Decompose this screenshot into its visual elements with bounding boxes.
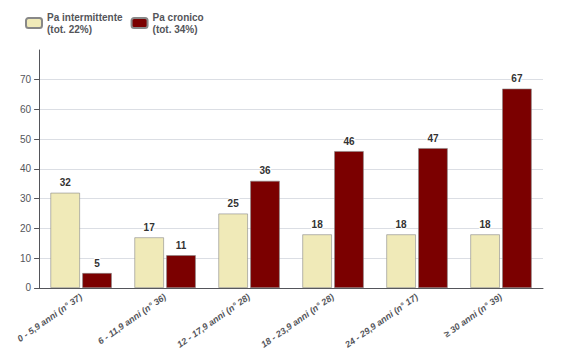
svg-text:36: 36 [259, 165, 271, 176]
svg-text:0: 0 [26, 282, 32, 293]
svg-text:30: 30 [20, 193, 32, 204]
svg-text:≥ 30 anni (n° 39): ≥ 30 anni (n° 39) [442, 292, 504, 340]
svg-text:10: 10 [20, 253, 32, 264]
svg-text:67: 67 [511, 73, 523, 84]
svg-text:12 - 17,9 anni (n° 28): 12 - 17,9 anni (n° 28) [175, 292, 252, 350]
svg-text:(tot. 34%): (tot. 34%) [153, 24, 198, 35]
svg-text:24 - 29,9 anni (n° 17): 24 - 29,9 anni (n° 17) [342, 292, 420, 350]
svg-text:25: 25 [228, 198, 240, 209]
svg-text:18: 18 [396, 219, 408, 230]
svg-text:Pa cronico: Pa cronico [153, 12, 204, 23]
svg-text:6 - 11,9 anni (n° 36): 6 - 11,9 anni (n° 36) [96, 292, 168, 347]
svg-text:(tot. 22%): (tot. 22%) [47, 24, 92, 35]
svg-text:5: 5 [94, 258, 100, 269]
svg-text:0 - 5,9 anni (n° 37): 0 - 5,9 anni (n° 37) [15, 292, 83, 344]
svg-text:20: 20 [20, 223, 32, 234]
svg-text:40: 40 [20, 163, 32, 174]
svg-text:18: 18 [480, 219, 492, 230]
svg-text:46: 46 [343, 136, 355, 147]
svg-text:18: 18 [312, 219, 324, 230]
svg-text:18 - 23,9 anni (n° 28): 18 - 23,9 anni (n° 28) [259, 292, 336, 350]
svg-text:17: 17 [144, 222, 156, 233]
svg-text:50: 50 [20, 134, 32, 145]
svg-text:60: 60 [20, 104, 32, 115]
svg-text:32: 32 [60, 177, 72, 188]
svg-text:11: 11 [176, 240, 187, 251]
svg-text:70: 70 [20, 74, 32, 85]
svg-text:Pa intermittente: Pa intermittente [47, 12, 123, 23]
svg-text:47: 47 [427, 133, 439, 144]
